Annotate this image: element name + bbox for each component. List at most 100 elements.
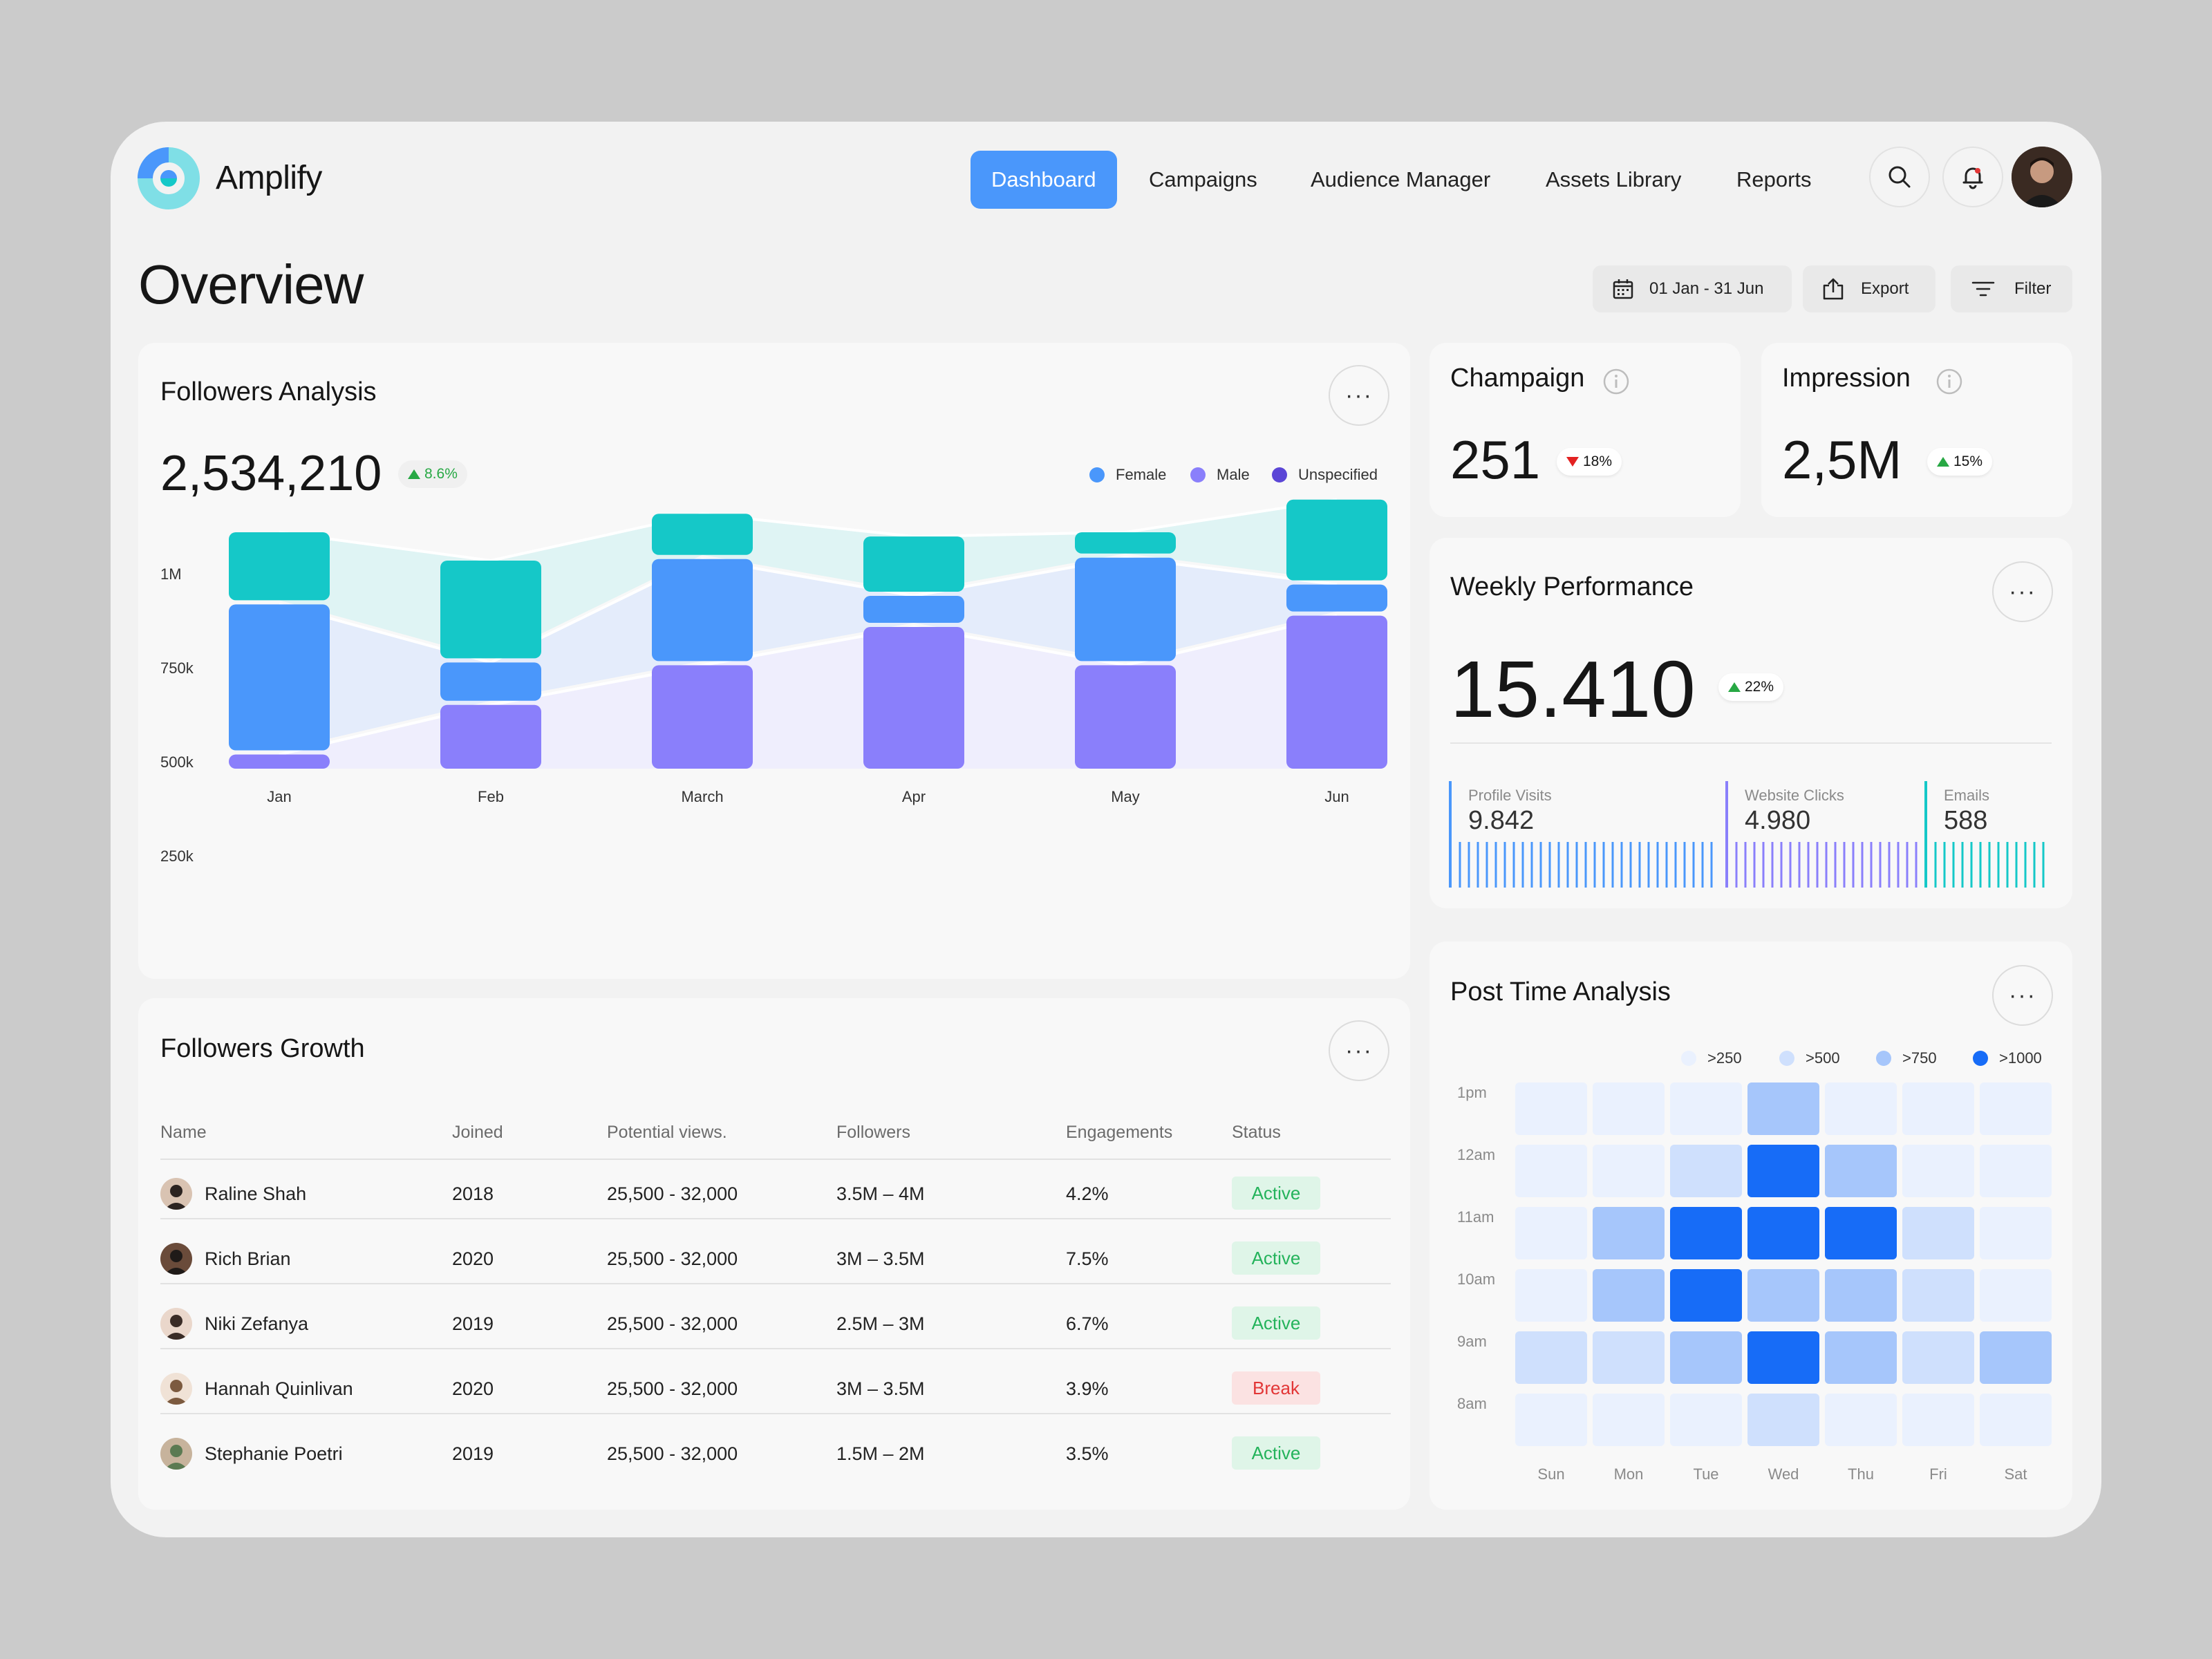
heatmap-cell-thu-1pm[interactable] — [1825, 1082, 1897, 1135]
bar-feb-blue[interactable] — [440, 662, 541, 701]
heatmap-cell-sat-12am[interactable] — [1980, 1145, 2052, 1197]
heatmap-cell-wed-9am[interactable] — [1747, 1331, 1819, 1384]
search-button[interactable] — [1869, 147, 1930, 207]
heatmap-cell-mon-8am[interactable] — [1593, 1394, 1665, 1446]
date-range-button[interactable]: 01 Jan - 31 Jun — [1593, 265, 1792, 312]
col-name[interactable]: Name — [160, 1123, 207, 1142]
heatmap-cell-wed-10am[interactable] — [1747, 1269, 1819, 1322]
bar-march-teal[interactable] — [652, 514, 753, 555]
heatmap-cell-sun-8am[interactable] — [1515, 1394, 1587, 1446]
heatmap-cell-thu-10am[interactable] — [1825, 1269, 1897, 1322]
col-engagements[interactable]: Engagements — [1066, 1123, 1173, 1142]
heatmap-cell-wed-8am[interactable] — [1747, 1394, 1819, 1446]
notification-button[interactable] — [1942, 147, 2003, 207]
impression-card: Impression 2,5M 15% — [1761, 343, 2072, 517]
page-title: Overview — [138, 254, 364, 315]
heatmap-cell-tue-12am[interactable] — [1670, 1145, 1742, 1197]
heatmap-cell-tue-8am[interactable] — [1670, 1394, 1742, 1446]
heatmap-hour-label: 12am — [1457, 1146, 1496, 1163]
heatmap-cell-thu-8am[interactable] — [1825, 1394, 1897, 1446]
row-engagements: 3.9% — [1066, 1378, 1109, 1399]
heatmap-cell-mon-12am[interactable] — [1593, 1145, 1665, 1197]
heatmap-cell-fri-9am[interactable] — [1902, 1331, 1974, 1384]
bar-jan-purple[interactable] — [229, 754, 330, 769]
heatmap-cell-wed-12am[interactable] — [1747, 1145, 1819, 1197]
row-joined: 2019 — [452, 1443, 494, 1464]
nav-reports[interactable]: Reports — [1736, 167, 1812, 191]
nav-audience-manager[interactable]: Audience Manager — [1311, 167, 1491, 191]
bar-jun-purple[interactable] — [1286, 615, 1387, 769]
filter-button[interactable]: Filter — [1951, 265, 2072, 312]
heatmap-cell-tue-1pm[interactable] — [1670, 1082, 1742, 1135]
heatmap-cell-mon-10am[interactable] — [1593, 1269, 1665, 1322]
bar-apr-blue[interactable] — [863, 596, 964, 623]
info-icon[interactable] — [1936, 368, 1963, 395]
x-tick-may: May — [1111, 788, 1140, 805]
bar-apr-teal[interactable] — [863, 536, 964, 592]
heatmap-day-label: Thu — [1848, 1465, 1874, 1483]
nav-campaigns[interactable]: Campaigns — [1149, 167, 1257, 191]
heatmap-day-label: Wed — [1768, 1465, 1799, 1483]
bar-march-purple[interactable] — [652, 665, 753, 769]
row-name: Stephanie Poetri — [205, 1443, 343, 1464]
heatmap-cell-tue-10am[interactable] — [1670, 1269, 1742, 1322]
heatmap-cell-tue-9am[interactable] — [1670, 1331, 1742, 1384]
heatmap-cell-sat-1pm[interactable] — [1980, 1082, 2052, 1135]
bar-apr-purple[interactable] — [863, 627, 964, 769]
bar-may-blue[interactable] — [1075, 557, 1176, 662]
heatmap-cell-tue-11am[interactable] — [1670, 1207, 1742, 1259]
bar-may-teal[interactable] — [1075, 532, 1176, 554]
bar-jan-blue[interactable] — [229, 604, 330, 751]
heatmap-cell-sat-8am[interactable] — [1980, 1394, 2052, 1446]
col-joined[interactable]: Joined — [452, 1123, 503, 1142]
col-potential-views[interactable]: Potential views. — [607, 1123, 727, 1142]
bar-feb-teal[interactable] — [440, 560, 541, 659]
heatmap-cell-thu-11am[interactable] — [1825, 1207, 1897, 1259]
heatmap-cell-sun-1pm[interactable] — [1515, 1082, 1587, 1135]
nav-assets-library[interactable]: Assets Library — [1546, 167, 1682, 191]
followers-growth-more-button[interactable]: ··· — [1329, 1020, 1389, 1081]
heatmap-cell-fri-1pm[interactable] — [1902, 1082, 1974, 1135]
bar-may-purple[interactable] — [1075, 665, 1176, 769]
heatmap-cell-sun-12am[interactable] — [1515, 1145, 1587, 1197]
bar-jan-teal[interactable] — [229, 532, 330, 601]
row-engagements: 3.5% — [1066, 1443, 1109, 1464]
heatmap-cell-mon-9am[interactable] — [1593, 1331, 1665, 1384]
bar-feb-purple[interactable] — [440, 704, 541, 769]
legend-female: Female — [1089, 466, 1166, 484]
heatmap-cell-thu-9am[interactable] — [1825, 1331, 1897, 1384]
followers-total: 2,534,210 — [160, 446, 382, 501]
bar-march-blue[interactable] — [652, 559, 753, 662]
heatmap-cell-wed-1pm[interactable] — [1747, 1082, 1819, 1135]
y-tick-750k: 750k — [160, 659, 194, 677]
heatmap-cell-wed-11am[interactable] — [1747, 1207, 1819, 1259]
col-followers[interactable]: Followers — [836, 1123, 910, 1142]
weekly-more-button[interactable]: ··· — [1992, 561, 2053, 622]
heatmap-cell-mon-11am[interactable] — [1593, 1207, 1665, 1259]
user-avatar[interactable] — [2012, 147, 2072, 207]
nav-dashboard[interactable]: Dashboard — [971, 151, 1117, 209]
heatmap-cell-mon-1pm[interactable] — [1593, 1082, 1665, 1135]
followers-analysis-more-button[interactable]: ··· — [1329, 365, 1389, 426]
export-button[interactable]: Export — [1803, 265, 1936, 312]
heatmap-cell-sun-10am[interactable] — [1515, 1269, 1587, 1322]
bar-jun-teal[interactable] — [1286, 499, 1387, 581]
heatmap-cell-fri-10am[interactable] — [1902, 1269, 1974, 1322]
heatmap-cell-sat-11am[interactable] — [1980, 1207, 2052, 1259]
up-arrow-icon — [1728, 682, 1741, 692]
heatmap-cell-thu-12am[interactable] — [1825, 1145, 1897, 1197]
col-status[interactable]: Status — [1232, 1123, 1281, 1142]
heatmap-cell-fri-8am[interactable] — [1902, 1394, 1974, 1446]
heatmap-cell-fri-11am[interactable] — [1902, 1207, 1974, 1259]
weekly-metric-bars — [1449, 781, 2045, 888]
heatmap-cell-sun-11am[interactable] — [1515, 1207, 1587, 1259]
heatmap-cell-fri-12am[interactable] — [1902, 1145, 1974, 1197]
info-icon[interactable] — [1602, 368, 1630, 395]
heatmap-cell-sat-10am[interactable] — [1980, 1269, 2052, 1322]
heatmap-cell-sun-9am[interactable] — [1515, 1331, 1587, 1384]
campaign-card: Champaign 251 18% — [1430, 343, 1741, 517]
up-arrow-icon — [1937, 457, 1949, 467]
post-time-more-button[interactable]: ··· — [1992, 965, 2053, 1026]
heatmap-cell-sat-9am[interactable] — [1980, 1331, 2052, 1384]
bar-jun-blue[interactable] — [1286, 584, 1387, 612]
